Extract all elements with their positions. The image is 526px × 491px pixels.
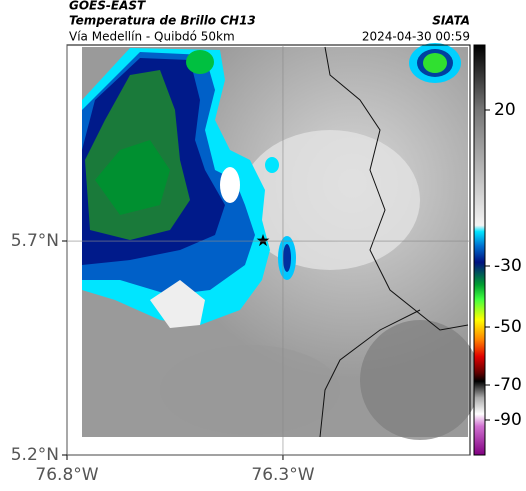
satellite-image — [82, 43, 480, 440]
subtitle: Vía Medellín - Quibdó 50km — [69, 30, 235, 44]
colorbar-tick-label: 20 — [494, 100, 516, 120]
colorbar-tick-label: -90 — [494, 410, 522, 430]
header: GOES-EAST Temperatura de Brillo CH13 Vía… — [69, 0, 470, 44]
location-marker — [256, 234, 270, 247]
colorbar-tick-label: -30 — [494, 256, 522, 276]
colorbar-tick-label: -50 — [494, 317, 522, 337]
colorbar-tick-label: -70 — [494, 375, 522, 395]
datetime: 2024-04-30 00:59 — [362, 30, 470, 44]
source: GOES-EAST — [69, 0, 146, 13]
y-tick-label: 5.7°N — [11, 231, 59, 251]
org: SIATA — [432, 14, 470, 28]
title: Temperatura de Brillo CH13 — [69, 14, 256, 28]
y-tick-label: 5.2°N — [11, 445, 59, 465]
colorbar — [473, 44, 486, 456]
x-tick-label: 76.3°W — [251, 465, 314, 485]
x-tick-label: 76.8°W — [35, 465, 98, 485]
